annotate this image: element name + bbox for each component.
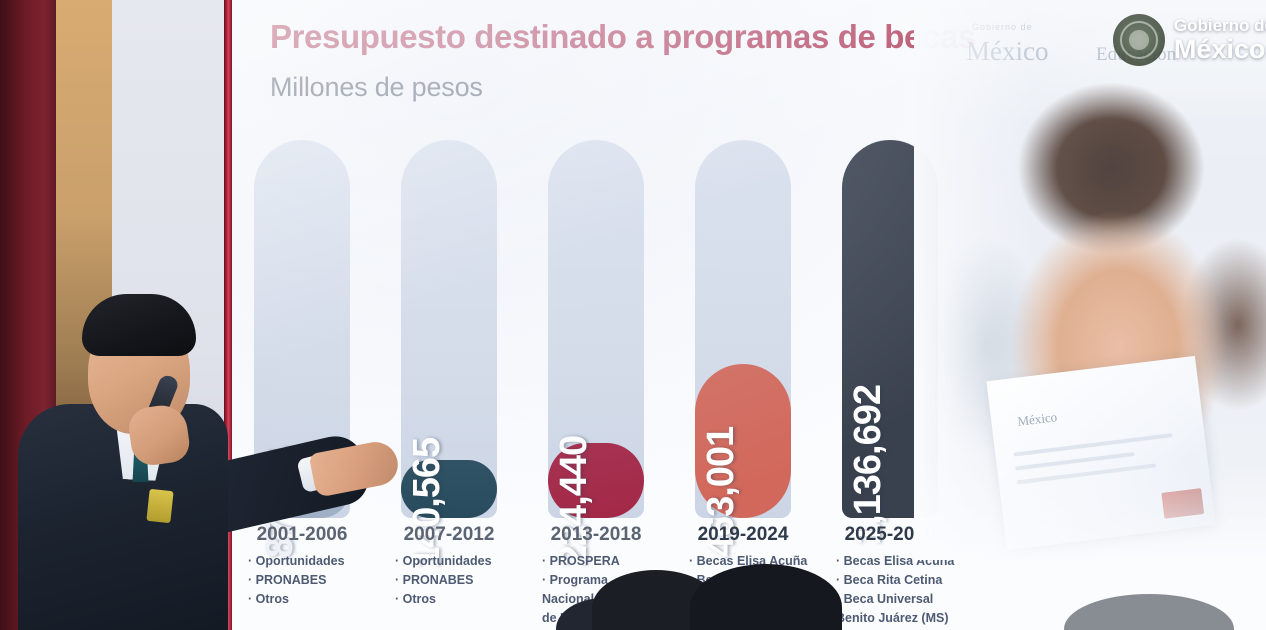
bar-group-2007-2012: 140,565 2007-2012 bbox=[401, 140, 497, 568]
bar-value-label: 1,136,692 bbox=[847, 384, 889, 545]
x-axis-label-2019-2024: 2019-2024 bbox=[697, 524, 789, 545]
slide-subtitle: Millones de pesos bbox=[270, 72, 483, 102]
program-item: · PROSPERA bbox=[542, 554, 620, 568]
bar-value-label: 224,440 bbox=[553, 435, 595, 567]
projection-screen: Presupuesto destinado a programas de bec… bbox=[232, 0, 1266, 630]
speaker-presenter bbox=[0, 290, 402, 630]
logo-line-1: Gobierno de bbox=[1173, 16, 1266, 35]
photo-fade-overlay bbox=[914, 0, 1266, 560]
program-list-2025-2030: · Becas Elisa Acuña · Beca Rita Cetina · B… bbox=[836, 552, 986, 628]
program-item: · Oportunidades bbox=[395, 554, 492, 568]
mexican-eagle-seal-icon bbox=[1112, 14, 1165, 66]
program-item: · PRONABES bbox=[395, 573, 474, 587]
program-item: · Beca Rita Cetina bbox=[836, 573, 943, 587]
program-item: · Otros bbox=[395, 592, 436, 606]
screen-left-edge bbox=[224, 0, 232, 630]
bar-group-2013-2018: 224,440 2013-2018 bbox=[548, 140, 644, 566]
x-axis-label-2007-2012: 2007-2012 bbox=[403, 524, 495, 545]
audience-head bbox=[690, 564, 842, 630]
gobierno-logo-text: Gobierno de México bbox=[1174, 17, 1266, 63]
gobierno-de-mexico-logo: Gobierno de México bbox=[1112, 6, 1266, 74]
program-list-2007-2012: · Oportunidades · PRONABES · Otros bbox=[395, 552, 545, 609]
program-item: · Beca Universal bbox=[836, 592, 934, 606]
slide-photo: Gobierno de México Educación México bbox=[914, 0, 1266, 560]
bar-group-2019-2024: 463,001 2019-2024 bbox=[695, 140, 791, 557]
program-item: Benito Juárez (MS) bbox=[836, 611, 949, 625]
logo-line-2: México bbox=[1173, 34, 1266, 64]
speaker-hair bbox=[82, 294, 196, 356]
bar-value-label: 140,565 bbox=[406, 437, 448, 569]
slide-title: Presupuesto destinado a programas de bec… bbox=[270, 18, 976, 55]
speaker-badge bbox=[146, 488, 174, 524]
x-axis-label-2013-2018: 2013-2018 bbox=[550, 524, 642, 545]
